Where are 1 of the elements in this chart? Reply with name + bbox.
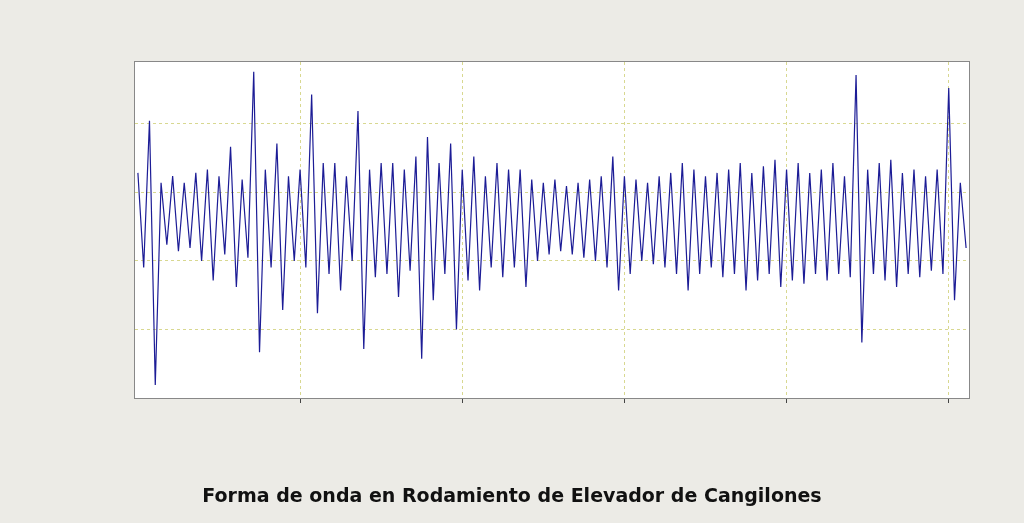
text: Forma de onda en Rodamiento de Elevador de Cangilones (202, 484, 822, 507)
